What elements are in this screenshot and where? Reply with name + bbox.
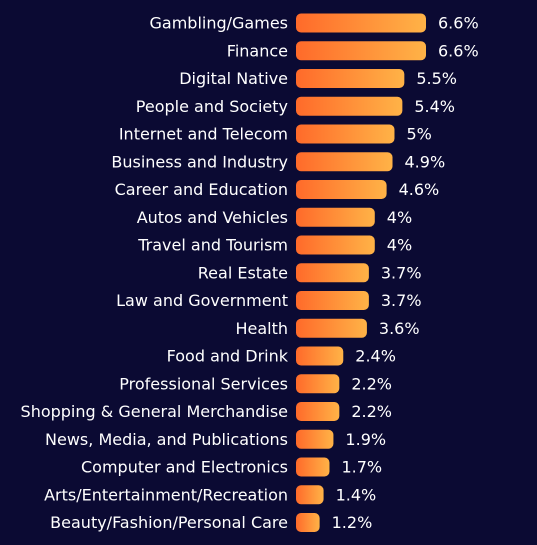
value-label: 4.9%: [405, 152, 446, 171]
value-label: 3.7%: [381, 263, 422, 282]
category-label: Gambling/Games: [150, 14, 289, 33]
value-label: 2.2%: [351, 402, 392, 421]
bar: [296, 96, 403, 116]
category-label: News, Media, and Publications: [45, 430, 288, 449]
value-label: 4%: [387, 208, 412, 227]
bar: [296, 318, 367, 338]
bar: [296, 485, 324, 505]
category-label: Food and Drink: [167, 347, 289, 366]
value-label: 5.4%: [414, 97, 455, 116]
bar: [296, 457, 330, 477]
bar: [296, 374, 340, 394]
category-label: Autos and Vehicles: [137, 208, 288, 227]
bar: [296, 41, 426, 61]
bar: [296, 235, 375, 255]
bar: [296, 207, 375, 227]
value-label: 6.6%: [438, 14, 479, 33]
value-label: 2.2%: [351, 374, 392, 393]
value-label: 1.9%: [345, 430, 386, 449]
category-label: Health: [235, 319, 288, 338]
value-label: 1.4%: [336, 485, 377, 504]
category-label: Real Estate: [198, 263, 288, 282]
bar: [296, 152, 393, 172]
value-label: 5.5%: [416, 69, 457, 88]
value-label: 1.7%: [341, 458, 382, 477]
category-label: Internet and Telecom: [119, 125, 288, 144]
value-label: 4%: [387, 236, 412, 255]
category-label: Beauty/Fashion/Personal Care: [50, 513, 288, 532]
category-label: Business and Industry: [111, 152, 288, 171]
category-label: Shopping & General Merchandise: [21, 402, 288, 421]
category-label: Arts/Entertainment/Recreation: [44, 485, 288, 504]
bar: [296, 69, 405, 88]
bar: [296, 13, 426, 33]
category-label: Finance: [227, 41, 288, 60]
value-label: 3.7%: [381, 291, 422, 310]
bar: [296, 402, 340, 421]
category-label: Travel and Tourism: [137, 236, 288, 255]
bar: [296, 180, 387, 199]
bar: [296, 429, 334, 449]
bar: [296, 291, 369, 310]
value-label: 5%: [406, 125, 431, 144]
value-label: 4.6%: [399, 180, 440, 199]
category-label: Computer and Electronics: [81, 458, 288, 477]
category-label: Law and Government: [116, 291, 288, 310]
category-label: Digital Native: [179, 69, 288, 88]
bars-layer: Gambling/Games 6.6% Finance 6.6% Digital Nat…: [21, 13, 479, 532]
bar: [296, 263, 369, 283]
bar: [296, 513, 320, 532]
bar: [296, 124, 395, 144]
value-label: 3.6%: [379, 319, 420, 338]
value-label: 1.2%: [332, 513, 373, 532]
bar: [296, 346, 344, 366]
category-label: Career and Education: [115, 180, 288, 199]
value-label: 6.6%: [438, 41, 479, 60]
category-label: Professional Services: [119, 374, 288, 393]
value-label: 2.4%: [355, 347, 396, 366]
category-label: People and Society: [136, 97, 288, 116]
